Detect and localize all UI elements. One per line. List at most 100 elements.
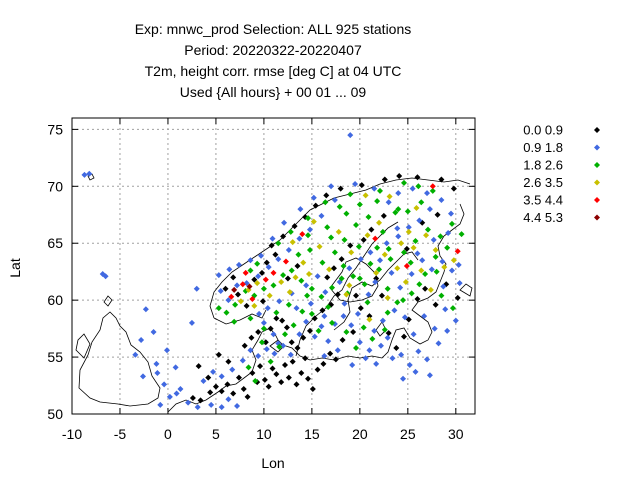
station-point xyxy=(319,307,326,314)
station-point xyxy=(440,283,447,290)
station-point xyxy=(450,185,457,192)
station-point xyxy=(224,381,231,388)
station-point xyxy=(421,313,428,320)
station-point xyxy=(429,187,436,194)
station-point xyxy=(422,270,429,277)
station-point xyxy=(346,282,353,289)
station-point xyxy=(265,264,272,271)
station-point xyxy=(197,397,204,404)
station-point xyxy=(235,374,242,381)
station-point xyxy=(346,265,353,272)
x-tick-label: 0 xyxy=(164,426,172,442)
station-point xyxy=(356,201,363,208)
title-line-1: Exp: mnwc_prod Selection: ALL 925 statio… xyxy=(135,21,412,37)
station-point xyxy=(405,224,412,231)
station-point xyxy=(357,256,364,263)
station-point xyxy=(225,396,232,403)
chart-title: Exp: mnwc_prod Selection: ALL 925 statio… xyxy=(135,21,412,100)
station-point xyxy=(308,285,315,292)
station-point xyxy=(262,276,269,283)
station-point xyxy=(383,240,390,247)
station-point xyxy=(384,334,391,341)
station-point xyxy=(307,300,314,307)
station-point xyxy=(376,266,383,273)
station-point xyxy=(373,360,380,367)
station-point xyxy=(303,282,310,289)
station-point xyxy=(265,383,272,390)
station-point xyxy=(393,344,400,351)
station-point xyxy=(289,239,296,246)
station-point xyxy=(300,334,307,341)
station-point xyxy=(272,251,279,258)
station-point xyxy=(273,371,280,378)
station-point xyxy=(142,306,149,313)
station-point xyxy=(377,257,384,264)
legend-marker xyxy=(594,214,600,221)
station-point xyxy=(384,309,391,316)
station-point xyxy=(299,308,306,315)
station-point xyxy=(381,251,388,258)
station-point xyxy=(314,366,321,373)
station-point xyxy=(401,314,408,321)
station-point xyxy=(154,370,161,377)
station-point xyxy=(266,292,273,299)
station-point xyxy=(400,333,407,340)
station-point xyxy=(435,340,442,347)
station-point xyxy=(157,401,164,408)
station-point xyxy=(262,339,269,346)
station-point xyxy=(235,261,242,268)
station-point xyxy=(448,267,455,274)
station-point xyxy=(234,403,241,410)
x-tick-label: 20 xyxy=(352,426,368,442)
axis-ticks: -10 -5 0 5 10 15 20 25 30 50 55 60 65 70 75 xyxy=(47,118,475,442)
station-point xyxy=(291,223,298,230)
station-point xyxy=(296,235,303,242)
station-point xyxy=(414,296,421,303)
station-point xyxy=(395,233,402,240)
station-point xyxy=(218,404,225,411)
station-point xyxy=(353,292,360,299)
station-point xyxy=(311,333,318,340)
station-point xyxy=(418,199,425,206)
station-point xyxy=(247,347,254,354)
station-point xyxy=(243,302,250,309)
station-point xyxy=(319,259,326,266)
legend-marker xyxy=(594,127,600,133)
station-point xyxy=(163,347,170,354)
station-point xyxy=(372,278,379,285)
station-point xyxy=(384,285,391,292)
station-point xyxy=(354,310,361,317)
station-point xyxy=(311,315,318,322)
station-point xyxy=(362,192,369,199)
station-point xyxy=(269,365,276,372)
station-point xyxy=(210,368,217,375)
x-tick-label: 10 xyxy=(256,426,272,442)
station-point xyxy=(247,267,254,274)
station-point xyxy=(326,266,333,273)
station-point xyxy=(381,176,388,183)
station-point xyxy=(267,325,274,332)
station-point xyxy=(376,219,383,226)
station-point xyxy=(240,385,247,392)
station-point xyxy=(377,187,384,194)
station-point xyxy=(408,270,415,277)
station-point xyxy=(284,275,291,282)
station-point xyxy=(258,252,265,259)
station-point xyxy=(305,232,312,239)
station-point xyxy=(381,326,388,333)
station-point xyxy=(232,301,239,308)
station-point xyxy=(388,269,395,276)
station-point xyxy=(398,240,405,247)
station-point xyxy=(246,283,253,290)
station-point xyxy=(173,390,180,397)
station-point xyxy=(138,337,145,343)
plot-frame xyxy=(71,117,476,415)
station-point xyxy=(441,264,448,271)
station-point xyxy=(394,299,401,306)
station-point xyxy=(254,280,261,287)
station-point xyxy=(364,232,371,239)
station-point xyxy=(260,285,267,292)
station-point xyxy=(215,305,222,312)
station-point xyxy=(237,298,244,305)
station-point xyxy=(356,275,363,282)
